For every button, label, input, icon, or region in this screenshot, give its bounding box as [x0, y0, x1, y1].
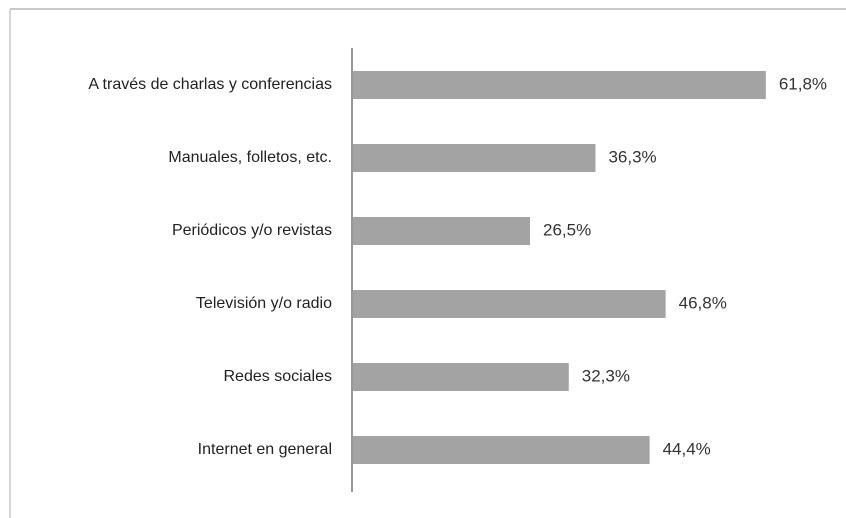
category-label: Manuales, folletos, etc. [168, 149, 332, 166]
value-label: 26,5% [543, 220, 591, 239]
bar [353, 290, 666, 318]
value-label: 46,8% [679, 293, 727, 312]
bar [353, 217, 531, 245]
category-label: Periódicos y/o revistas [172, 222, 332, 239]
bar [353, 363, 569, 391]
value-label: 36,3% [608, 147, 656, 166]
category-label: Redes sociales [224, 368, 333, 385]
value-label: 61,8% [779, 74, 827, 93]
category-label: A través de charlas y conferencias [88, 76, 332, 93]
bar [353, 71, 766, 99]
category-label: Televisión y/o radio [196, 295, 332, 312]
bar [353, 144, 596, 172]
bar [353, 436, 650, 464]
category-label: Internet en general [198, 441, 332, 458]
value-label: 44,4% [663, 439, 711, 458]
value-label: 32,3% [582, 366, 630, 385]
